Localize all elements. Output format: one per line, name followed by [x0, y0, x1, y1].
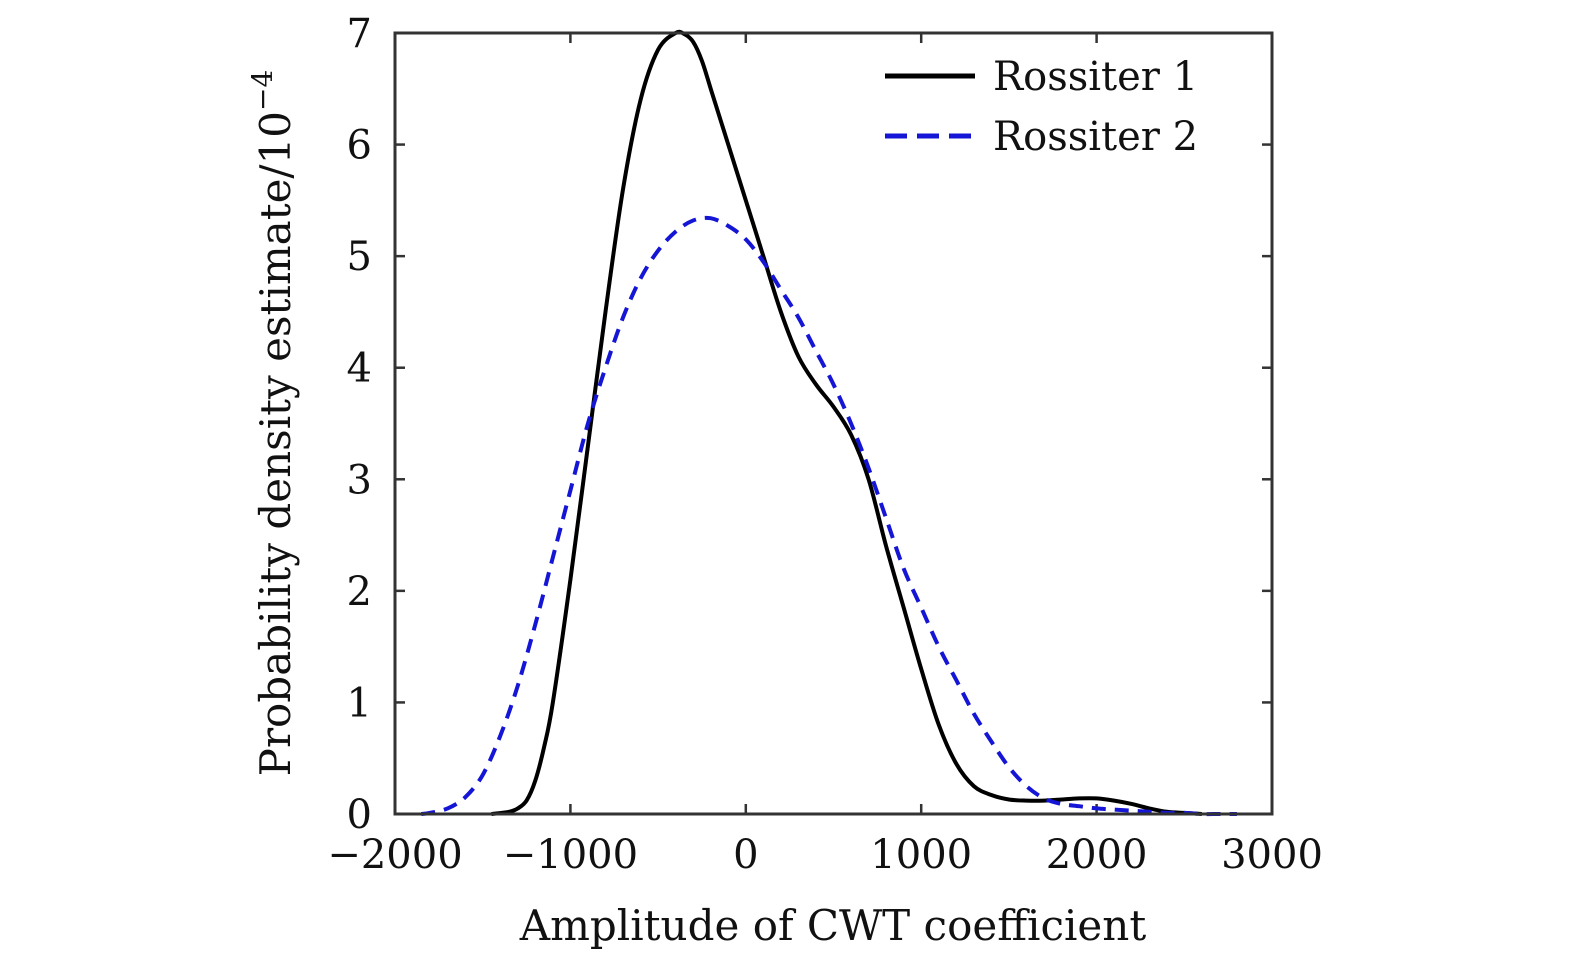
legend: Rossiter 1 Rossiter 2 — [885, 54, 1198, 160]
y-tick-label: 3 — [347, 457, 372, 503]
y-tick-label: 4 — [347, 346, 372, 392]
y-axis-tick-labels: 0 1 2 3 4 5 6 7 — [347, 11, 372, 838]
legend-label-rossiter-2: Rossiter 2 — [993, 114, 1198, 160]
x-tick-label: 0 — [733, 832, 758, 878]
y-axis-label-main: Probability density estimate/10 — [251, 111, 300, 776]
y-axis-ticks — [395, 31, 1272, 816]
y-tick-label: 2 — [347, 569, 372, 615]
legend-label-rossiter-1: Rossiter 1 — [993, 54, 1198, 100]
x-tick-label: −2000 — [327, 832, 462, 878]
y-axis-label: Probability density estimate/10−4 — [246, 70, 300, 777]
y-tick-label: 6 — [347, 123, 372, 169]
y-tick-label: 7 — [347, 11, 372, 57]
y-tick-label: 1 — [347, 680, 372, 726]
series-line-rossiter-1 — [491, 29, 1202, 816]
x-tick-label: −1000 — [503, 832, 638, 878]
y-axis-label-exponent: −4 — [246, 70, 279, 111]
y-tick-label: 0 — [347, 792, 372, 838]
y-tick-label: 5 — [347, 234, 372, 280]
x-tick-label: 3000 — [1221, 832, 1323, 878]
x-axis-tick-labels: −2000 −1000 0 1000 2000 3000 — [327, 832, 1323, 878]
x-tick-label: 1000 — [870, 832, 972, 878]
x-axis-label: Amplitude of CWT coefficient — [519, 901, 1147, 950]
plot-area-frame — [393, 31, 1274, 816]
x-tick-label: 2000 — [1046, 832, 1148, 878]
series-layer — [421, 29, 1237, 817]
series-line-rossiter-2 — [421, 215, 1237, 817]
